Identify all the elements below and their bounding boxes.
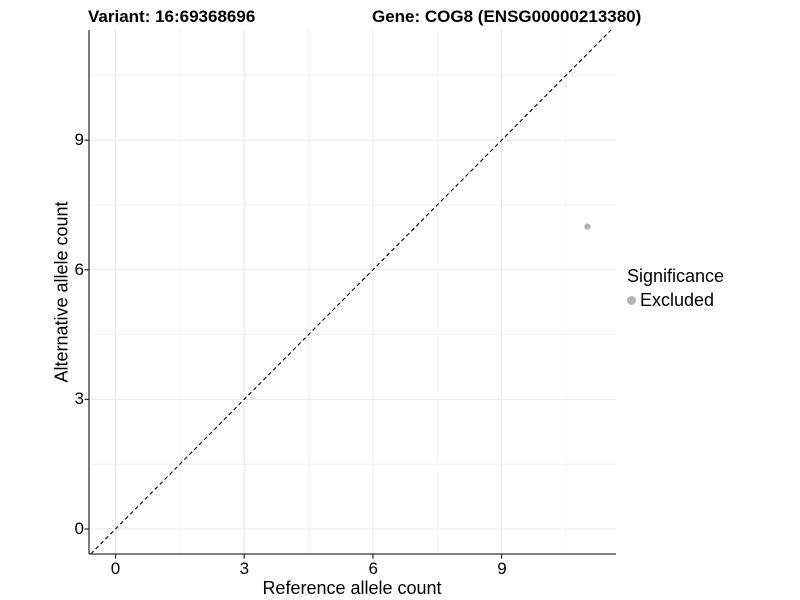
major-gridlines <box>89 30 616 554</box>
x-tick-label-9: 9 <box>497 559 507 578</box>
scatter-point <box>584 223 591 230</box>
y-tick-label-0: 0 <box>74 519 84 538</box>
minor-gridlines <box>89 30 616 554</box>
x-tick-label-3: 3 <box>239 559 250 578</box>
x-axis-title: Reference allele count <box>262 578 442 598</box>
legend-item-excluded: Excluded <box>627 290 724 311</box>
excluded-point-icon <box>627 296 636 305</box>
y-tick-label-6: 6 <box>74 259 84 279</box>
identity-reference-line <box>90 29 612 555</box>
legend: Significance Excluded <box>627 266 724 311</box>
variant-title: Variant: 16:69368696 <box>88 7 256 26</box>
y-tick-label-9: 9 <box>74 130 84 150</box>
legend-title: Significance <box>627 266 725 286</box>
axis-lines <box>88 30 616 555</box>
x-tick-label-6: 6 <box>368 559 378 578</box>
data-points <box>584 223 591 230</box>
y-tick-label-3: 3 <box>74 389 84 409</box>
legend-item-label: Excluded <box>640 290 715 310</box>
y-axis-title: Alternative allele count <box>51 201 72 383</box>
gene-title: Gene: COG8 (ENSG00000213380) <box>372 7 642 26</box>
axis-tick-marks <box>84 139 503 559</box>
x-tick-label-0: 0 <box>110 559 121 578</box>
